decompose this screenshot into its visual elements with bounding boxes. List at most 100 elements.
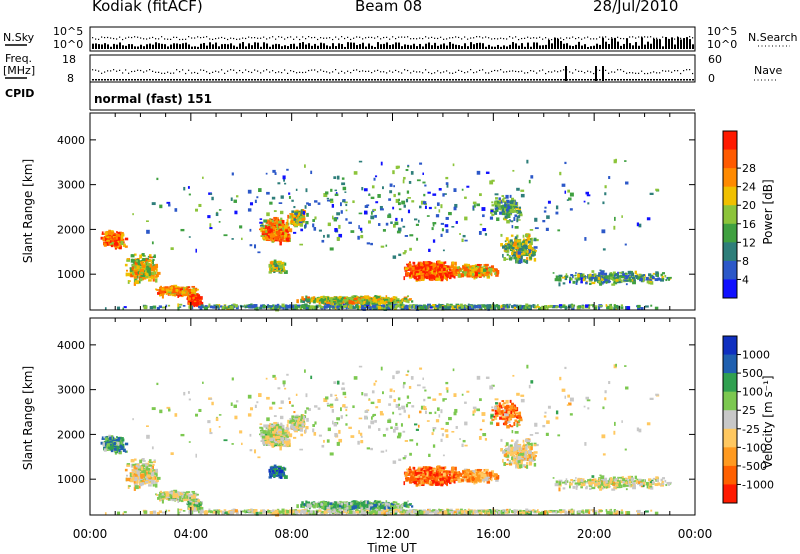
power-pixel <box>457 271 460 274</box>
power-pixel <box>286 304 290 309</box>
nave-mark <box>224 79 226 81</box>
power-pixel <box>526 249 530 253</box>
power-pixel <box>504 304 507 308</box>
nave-mark <box>260 79 262 81</box>
power-pixel <box>100 236 104 240</box>
power-pixel <box>466 273 471 278</box>
power-pixel <box>450 264 454 269</box>
nsky-bar <box>416 46 418 49</box>
power-pixel <box>284 224 289 228</box>
freq-dot <box>308 69 310 72</box>
power-pixel <box>556 306 559 308</box>
freq-dot <box>455 71 457 73</box>
power-pixel <box>168 304 171 307</box>
nsky-bar <box>212 44 214 49</box>
power-pixel <box>471 266 474 270</box>
power-pixel <box>535 238 539 242</box>
power-pixel <box>267 305 271 307</box>
power-pixel <box>610 272 613 274</box>
power-pixel <box>445 274 449 278</box>
nsearch-dot <box>149 37 151 39</box>
freq-dot <box>197 72 199 74</box>
power-pixel <box>665 278 668 282</box>
power-pixel <box>598 307 601 311</box>
freq-dot <box>182 69 184 71</box>
nsky-bar <box>335 46 337 49</box>
power-pixel <box>272 229 275 232</box>
power-pixel <box>118 243 121 248</box>
power-pixel <box>364 300 369 303</box>
nsearch-dot <box>446 38 448 40</box>
power-pixel <box>379 300 384 304</box>
nsearch-dot <box>221 36 223 39</box>
power-pixel <box>318 297 320 300</box>
power-pixel <box>623 279 626 282</box>
nave-mark <box>146 79 148 81</box>
power-pixel <box>620 306 624 309</box>
power-pixel <box>510 305 514 308</box>
power-pixel <box>303 217 306 221</box>
freq-dot <box>389 70 391 72</box>
power-pixel <box>148 275 152 279</box>
nave-mark <box>245 79 247 81</box>
power-pixel <box>294 224 298 228</box>
nsearch-dot <box>131 36 133 39</box>
nsky-bar <box>242 42 244 49</box>
power-pixel <box>265 229 268 233</box>
freq-dot <box>560 70 562 72</box>
nsky-bar <box>425 43 427 49</box>
freq-dot <box>578 70 580 72</box>
power-pixel <box>494 204 497 208</box>
freq-dot <box>482 69 484 71</box>
nsky-bar <box>482 43 484 49</box>
power-pixel <box>350 297 355 301</box>
nave-mark <box>173 79 175 81</box>
nsky-bar <box>350 42 352 49</box>
nsearch-dot <box>161 36 163 38</box>
nsky-bar <box>401 46 403 49</box>
power-pixel <box>522 247 525 251</box>
power-pixel <box>261 223 264 227</box>
freq-dot <box>473 72 475 74</box>
power-pixel <box>522 251 526 255</box>
power-pixel <box>530 247 534 251</box>
power-pixel <box>569 277 572 281</box>
power-pixel <box>151 271 155 276</box>
nave-mark <box>167 79 169 81</box>
nsearch-dot <box>590 38 592 40</box>
power-pixel <box>272 269 275 272</box>
freq-dot <box>629 72 631 74</box>
power-pixel <box>591 277 595 280</box>
nsky-bar <box>551 43 553 49</box>
power-pixel <box>599 282 603 286</box>
nave-mark <box>269 79 271 81</box>
power-pixel <box>580 305 584 308</box>
nsearch-dot <box>542 38 544 40</box>
freq-dot <box>272 70 274 72</box>
power-pixel <box>486 271 490 274</box>
nsky-bar <box>104 43 106 49</box>
power-pixel <box>451 306 454 310</box>
power-pixel <box>605 304 608 307</box>
power-pixel <box>501 211 506 216</box>
power-pixel <box>326 301 331 306</box>
nave-mark <box>332 79 334 81</box>
power-pixel <box>492 210 496 213</box>
power-pixel <box>605 275 608 280</box>
power-pixel <box>383 301 386 306</box>
cpid-label: CPID <box>5 87 35 100</box>
power-pixel <box>546 306 549 310</box>
power-pixel <box>374 301 377 305</box>
power-pixel <box>355 305 360 309</box>
freq-dot <box>503 71 505 73</box>
power-pixel <box>277 235 279 238</box>
freq-dot <box>509 70 511 72</box>
nave-mark <box>545 79 547 81</box>
nsearch-dot <box>350 38 352 41</box>
nave-mark <box>638 79 640 81</box>
nsearch-dot <box>290 36 292 38</box>
power-pixel <box>263 229 267 232</box>
nave-mark <box>473 79 475 81</box>
freq-dot <box>416 71 418 73</box>
power-pixel <box>644 305 649 308</box>
